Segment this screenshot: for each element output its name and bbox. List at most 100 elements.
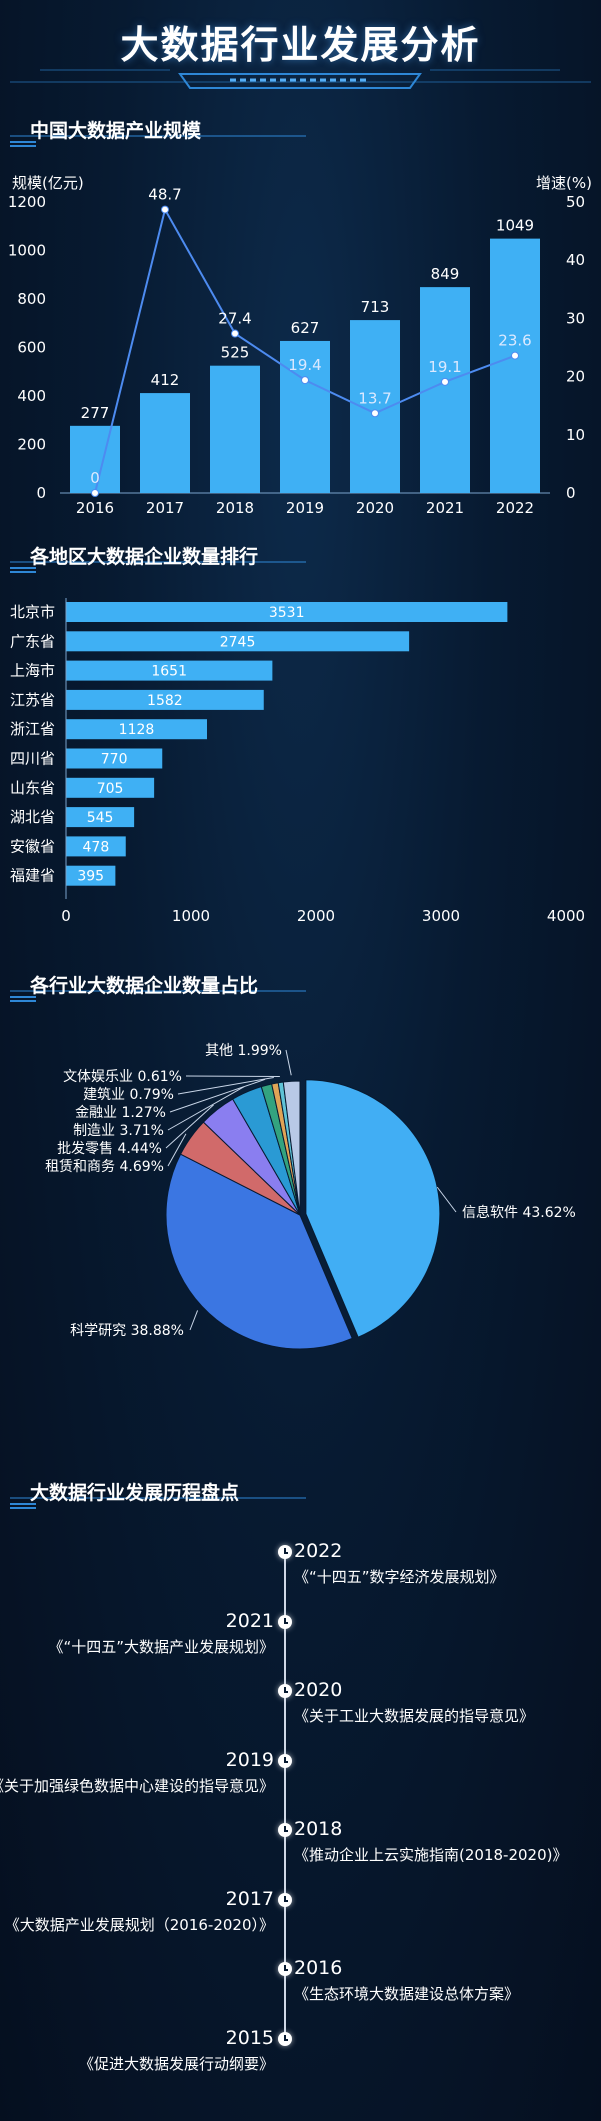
timeline-year: 2019 — [225, 1748, 274, 1771]
y2-tick-label: 30 — [566, 309, 585, 327]
timeline-clock-icon — [278, 1753, 292, 1768]
growth-point — [161, 205, 169, 214]
bar — [140, 393, 190, 493]
section-title-decoration — [10, 990, 306, 1002]
timeline-year: 2020 — [294, 1679, 343, 1701]
bar-value-label: 627 — [291, 319, 320, 337]
timeline-event-text: 《“十四五”大数据产业发展规划》 — [48, 1637, 274, 1656]
category-label: 浙江省 — [10, 720, 55, 738]
section-title-region-ranking: 各地区大数据企业数量排行 — [30, 546, 259, 568]
bar — [66, 777, 155, 798]
timeline-clock-icon — [278, 1684, 292, 1698]
y-tick-label: 0 — [36, 484, 46, 502]
growth-point — [301, 376, 309, 385]
pie-leader-line — [165, 1104, 214, 1149]
category-label: 福建省 — [10, 867, 55, 885]
timeline-clock-icon — [278, 1823, 292, 1837]
y-tick-label: 400 — [17, 387, 46, 405]
timeline-year: 2015 — [225, 2026, 274, 2049]
y2-axis-label: 增速(%) — [536, 174, 592, 192]
bar — [70, 425, 120, 493]
x-tick-label: 4000 — [547, 907, 585, 925]
timeline-year: 2017 — [225, 1887, 274, 1910]
bar — [490, 238, 540, 493]
category-label: 江苏省 — [10, 691, 55, 709]
growth-value-label: 48.7 — [148, 186, 181, 204]
bar — [66, 807, 135, 828]
y-axis-label: 规模(亿元) — [12, 174, 84, 192]
growth-point — [91, 489, 99, 497]
pie-slice-label: 金融业 1.27% — [75, 1105, 166, 1121]
growth-value-label: 23.6 — [498, 332, 531, 350]
growth-value-label: 27.4 — [218, 310, 251, 328]
pie-leader-line — [189, 1310, 199, 1331]
y2-tick-label: 0 — [566, 484, 576, 502]
x-tick-label: 2016 — [76, 499, 114, 517]
y-tick-label: 200 — [17, 436, 46, 454]
section-title-industry-share: 各行业大数据企业数量占比 — [30, 975, 259, 997]
x-tick-label: 3000 — [422, 907, 460, 925]
region-ranking-chart: 北京市 3531 广东省 2745 上海市 1651 江苏省 1582 浙江省 1128 四川省 77… — [10, 598, 585, 925]
growth-value-label: 19.4 — [288, 356, 321, 374]
pie-slice — [165, 1153, 353, 1350]
bar-value-label: 478 — [83, 839, 110, 855]
pie-leader-line — [436, 1186, 457, 1213]
pie-leader-line — [167, 1086, 245, 1131]
timeline-year: 2016 — [294, 1957, 343, 1979]
bar-value-label: 395 — [77, 869, 104, 885]
bar-value-label: 770 — [101, 752, 128, 768]
x-tick-label: 2022 — [496, 499, 534, 517]
bar — [66, 865, 116, 886]
pie-leader-line — [177, 1076, 274, 1095]
timeline-clock-icon — [278, 1545, 292, 1559]
category-label: 湖北省 — [10, 808, 55, 826]
bar — [66, 631, 410, 652]
y-tick-label: 1200 — [8, 193, 46, 211]
timeline-clock-icon — [278, 1614, 292, 1629]
title-decoration — [10, 69, 591, 89]
pie-leader-line — [169, 1078, 266, 1113]
timeline-event-text: 《大数据产业发展规划（2016-2020）》 — [4, 1915, 274, 1934]
bar-value-label: 1128 — [119, 722, 155, 738]
pie-slice-label: 信息软件 43.62% — [462, 1204, 576, 1221]
industry-share-pie-chart: 信息软件 43.62% 科学研究 38.88% 租赁和商务 4.69% 批发零售 4.… — [45, 1043, 576, 1350]
timeline-axis — [284, 1550, 286, 2038]
category-label: 上海市 — [10, 662, 55, 680]
timeline-clock-icon — [278, 1962, 292, 1976]
y-tick-label: 600 — [17, 339, 46, 357]
bar — [66, 660, 273, 681]
bar-value-label: 1582 — [147, 693, 183, 709]
bar-value-label: 1049 — [496, 217, 534, 235]
timeline-event-text: 《“十四五”数字经济发展规划》 — [294, 1568, 505, 1586]
bar-value-label: 849 — [431, 265, 460, 283]
growth-value-label: 13.7 — [358, 389, 391, 407]
pie-leader-line — [285, 1049, 292, 1076]
pie-leader-line — [167, 1133, 187, 1167]
timeline-event-text: 《关于加强绿色数据中心建设的指导意见》 — [0, 1776, 274, 1795]
bar-value-label: 545 — [87, 810, 114, 826]
timeline-clock-icon — [278, 1892, 292, 1907]
timeline-year: 2022 — [294, 1540, 343, 1562]
bar — [66, 719, 207, 740]
bar — [66, 689, 264, 710]
timeline-clock-icon — [278, 2031, 292, 2046]
pie-slice-label: 制造业 3.71% — [73, 1123, 164, 1139]
growth-value-label: 19.1 — [428, 358, 461, 376]
x-tick-label: 2019 — [286, 499, 324, 517]
category-label: 广东省 — [10, 632, 55, 650]
bar — [66, 602, 508, 622]
timeline-year: 2021 — [225, 1609, 274, 1632]
category-label: 安徽省 — [10, 837, 55, 855]
growth-point — [511, 351, 519, 360]
x-tick-label: 2017 — [146, 499, 184, 517]
x-tick-label: 2018 — [216, 499, 254, 517]
bar-value-label: 1651 — [151, 664, 187, 680]
bar — [66, 836, 126, 857]
pie-slice — [305, 1079, 441, 1338]
growth-point — [441, 377, 449, 386]
category-label: 山东省 — [10, 779, 55, 797]
growth-value-label: 0 — [90, 469, 100, 487]
x-tick-label: 1000 — [172, 907, 210, 925]
pie-slice-label: 其他 1.99% — [205, 1043, 282, 1059]
section-title-decoration — [10, 1497, 306, 1509]
